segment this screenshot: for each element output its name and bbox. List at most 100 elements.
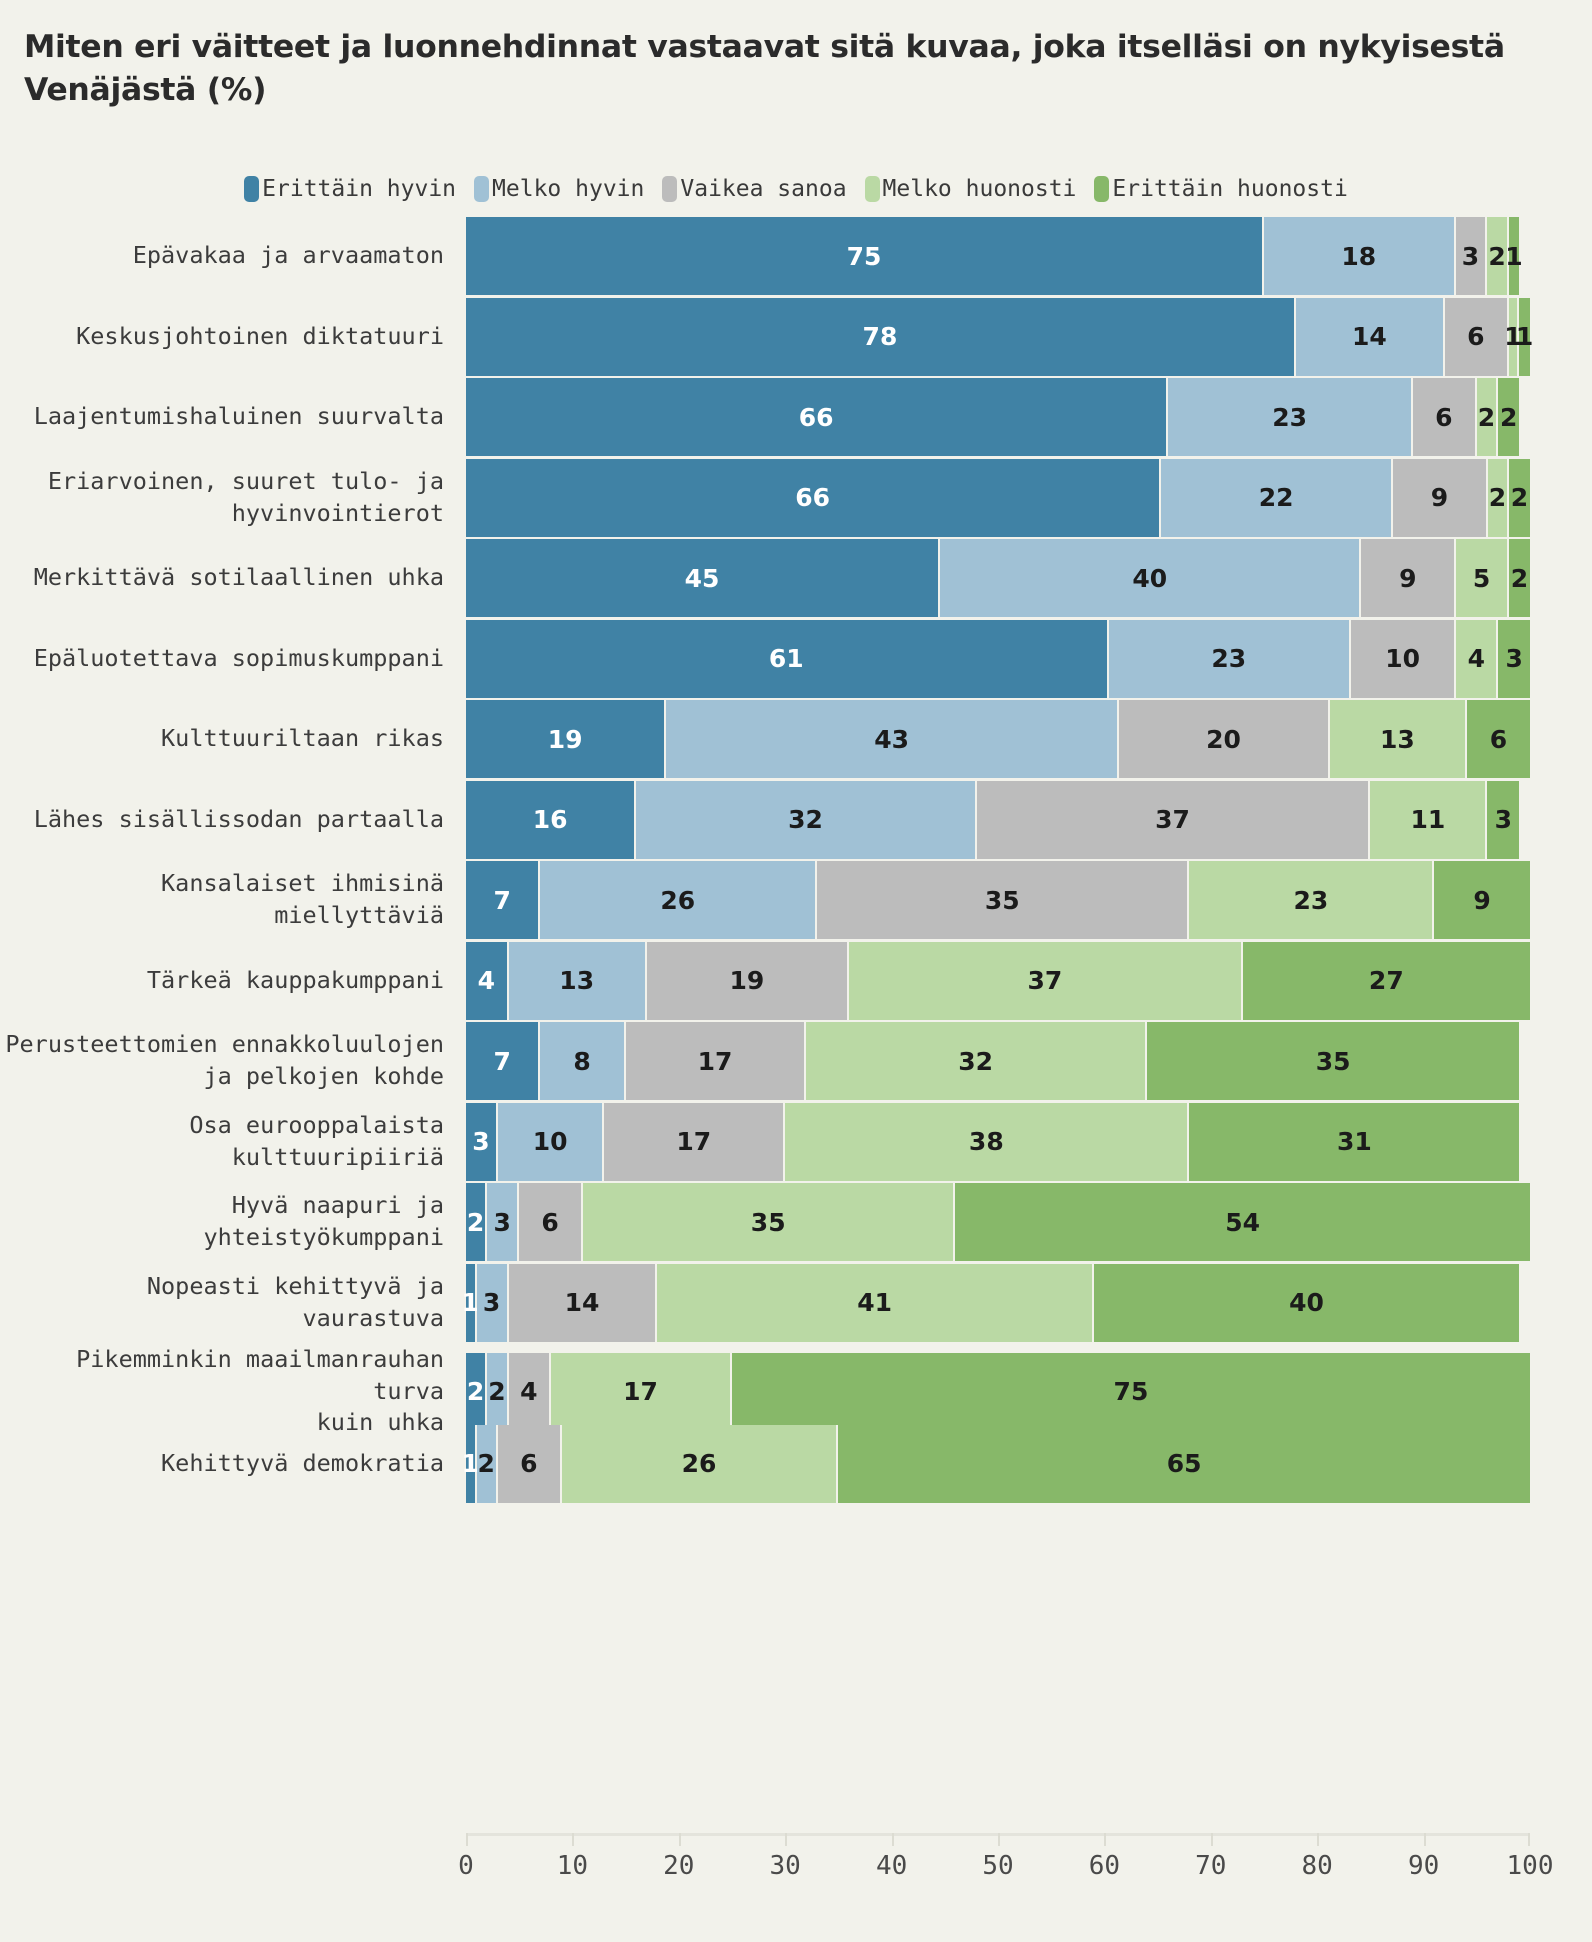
bar-segment-3[interactable]: 38 [785, 1102, 1190, 1181]
bar-segment-0[interactable]: 4 [466, 941, 509, 1020]
bar-segment-1[interactable]: 18 [1264, 217, 1456, 295]
bar-segment-4[interactable]: 75 [731, 1352, 1530, 1431]
legend-item-3[interactable]: Melko huonosti [864, 176, 1076, 202]
chart-row: Lähes sisällissodan partaalla 16 32 37 11 3 [0, 780, 1592, 859]
legend-item-0[interactable]: Erittäin hyvin [244, 176, 456, 202]
page-title: Miten eri väitteet ja luonnehdinnat vast… [24, 29, 1505, 108]
bar-segment-1[interactable]: 43 [666, 700, 1120, 778]
bar-segment-4[interactable]: 54 [955, 1183, 1530, 1261]
segment-value-label: 4 [477, 966, 495, 995]
bar-segment-2[interactable]: 6 [519, 1183, 583, 1261]
x-tick [1528, 1833, 1530, 1846]
bar-segment-0[interactable]: 78 [466, 297, 1296, 376]
bar-segment-0[interactable]: 16 [466, 780, 637, 859]
bar-segment-0[interactable]: 1 [462, 1263, 479, 1342]
category-label: Nopeasti kehittyvä ja vaurastuva [146, 1271, 444, 1332]
bar-segment-1[interactable]: 10 [497, 1102, 605, 1181]
bar-segment-1[interactable]: 8 [540, 1022, 626, 1100]
bar-segment-0[interactable]: 1 [462, 1424, 479, 1503]
bar-segment-4[interactable]: 1 [1516, 297, 1533, 376]
bar-segment-4[interactable]: 65 [838, 1424, 1530, 1503]
bar-segment-3[interactable]: 23 [1189, 861, 1435, 939]
bar-segment-3[interactable]: 2 [1487, 217, 1509, 295]
segment-value-label: 16 [532, 805, 568, 834]
bar-segment-0[interactable]: 45 [466, 539, 941, 617]
x-tick [1317, 1833, 1320, 1846]
bar-segment-2[interactable]: 14 [508, 1263, 658, 1342]
bar-segment-3[interactable]: 13 [1329, 700, 1467, 778]
bar-segment-4[interactable]: 40 [1093, 1263, 1520, 1342]
bar-segment-1[interactable]: 13 [508, 941, 647, 1020]
bar-segment-0[interactable]: 3 [466, 1102, 498, 1181]
bar-segment-1[interactable]: 26 [540, 861, 818, 939]
bar-segment-1[interactable]: 2 [476, 1424, 498, 1503]
bar-segment-4[interactable]: 6 [1466, 700, 1530, 778]
bar-segment-2[interactable]: 9 [1361, 539, 1457, 617]
bar-segment-0[interactable]: 75 [466, 217, 1264, 295]
bar-segment-2[interactable]: 35 [817, 861, 1190, 939]
x-tick-label: 0 [458, 1851, 474, 1881]
bar-segment-3[interactable]: 2 [1487, 458, 1509, 537]
bar-segment-1[interactable]: 14 [1295, 297, 1445, 376]
bar-segment-3[interactable]: 37 [849, 941, 1243, 1020]
bar-segment-4[interactable]: 2 [1508, 539, 1530, 617]
bar-segment-2[interactable]: 6 [497, 1424, 562, 1503]
bar-segment-0[interactable]: 66 [466, 458, 1162, 537]
bar-segment-2[interactable]: 10 [1350, 619, 1457, 698]
bar-segment-2[interactable]: 6 [1412, 378, 1477, 456]
bar-segment-0[interactable]: 66 [466, 378, 1169, 456]
bar-segment-4[interactable]: 2 [1498, 378, 1520, 456]
bar-segment-3[interactable]: 2 [1476, 378, 1499, 456]
segment-value-label: 11 [1410, 805, 1446, 834]
bar-segment-2[interactable]: 9 [1393, 458, 1488, 537]
bar-segment-3[interactable]: 1 [1504, 297, 1522, 376]
bar-segment-3[interactable]: 4 [1456, 619, 1499, 698]
bar-segment-3[interactable]: 11 [1370, 780, 1488, 859]
bar-segment-2[interactable]: 17 [625, 1022, 807, 1100]
stacked-bar: 7 26 35 23 9 [466, 861, 1530, 939]
bar-segment-4[interactable]: 27 [1242, 941, 1530, 1020]
x-tick-label: 60 [1088, 1851, 1121, 1881]
chart-row: Eriarvoinen, suuret tulo- ja hyvinvointi… [0, 458, 1592, 537]
bar-segment-3[interactable]: 35 [583, 1183, 956, 1261]
bar-segment-0[interactable]: 2 [466, 1352, 488, 1431]
legend-item-2[interactable]: Vaikea sanoa [662, 176, 847, 202]
bar-segment-0[interactable]: 2 [466, 1183, 488, 1261]
bar-segment-4[interactable]: 1 [1505, 217, 1523, 295]
legend-item-4[interactable]: Erittäin huonosti [1094, 176, 1348, 202]
legend-item-1[interactable]: Melko hyvin [474, 176, 644, 202]
bar-segment-0[interactable]: 7 [466, 1022, 541, 1100]
bar-segment-3[interactable]: 41 [657, 1263, 1094, 1342]
bar-segment-3[interactable]: 17 [551, 1352, 732, 1431]
bar-segment-0[interactable]: 7 [466, 861, 541, 939]
bar-segment-2[interactable]: 19 [646, 941, 850, 1020]
bar-segment-2[interactable]: 3 [1455, 217, 1488, 295]
bar-segment-3[interactable]: 32 [806, 1022, 1147, 1100]
category-label: Perusteettomien ennakkoluulojen ja pelko… [5, 1030, 444, 1090]
bar-segment-1[interactable]: 3 [476, 1263, 509, 1342]
segment-value-label: 6 [1435, 402, 1453, 432]
bar-segment-0[interactable]: 19 [466, 700, 667, 778]
bar-segment-2[interactable]: 20 [1119, 700, 1330, 778]
bar-segment-1[interactable]: 23 [1108, 619, 1351, 698]
bar-segment-2[interactable]: 4 [508, 1352, 552, 1431]
bar-segment-4[interactable]: 3 [1498, 619, 1531, 698]
bar-segment-4[interactable]: 31 [1189, 1102, 1520, 1181]
bar-segment-1[interactable]: 32 [636, 780, 977, 859]
bar-segment-4[interactable]: 35 [1146, 1022, 1520, 1100]
x-tick [466, 1833, 468, 1846]
bar-segment-0[interactable]: 61 [466, 619, 1109, 698]
bar-segment-3[interactable]: 5 [1456, 539, 1509, 617]
bar-segment-4[interactable]: 3 [1487, 780, 1520, 859]
bar-segment-1[interactable]: 2 [487, 1352, 509, 1431]
bar-segment-4[interactable]: 9 [1434, 861, 1530, 939]
bar-segment-1[interactable]: 3 [487, 1183, 520, 1261]
bar-segment-2[interactable]: 17 [604, 1102, 786, 1181]
bar-segment-3[interactable]: 26 [561, 1424, 839, 1503]
bar-segment-1[interactable]: 40 [940, 539, 1362, 617]
bar-segment-2[interactable]: 6 [1444, 297, 1509, 376]
bar-segment-2[interactable]: 37 [976, 780, 1371, 859]
bar-segment-4[interactable]: 2 [1508, 458, 1530, 537]
bar-segment-1[interactable]: 23 [1168, 378, 1413, 456]
bar-segment-1[interactable]: 22 [1161, 458, 1394, 537]
